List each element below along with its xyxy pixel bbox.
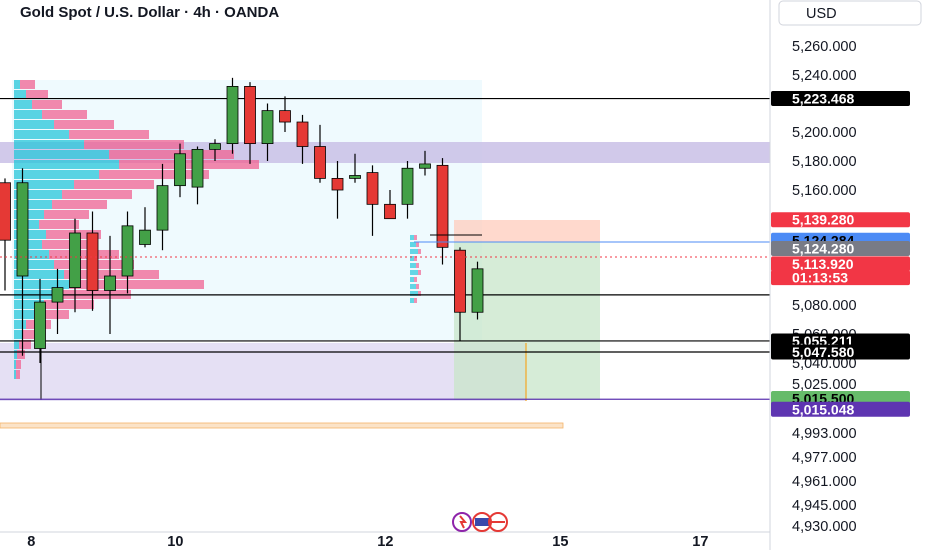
price-badge-label: 5,015.048 [792,401,854,417]
price-badge: 5,047.580 [771,344,910,360]
price-badge-label: 01:13:53 [792,270,848,286]
target-zone [454,242,600,400]
candle [226,77,239,154]
price-badges: 5,223.4685,139.2805,124.2845,124.2805,11… [771,91,910,417]
volume-profile [14,80,421,379]
candle [419,150,431,176]
candle [244,82,256,164]
currency-button[interactable] [778,0,922,26]
y-tick-label: 5,040.000 [792,356,857,372]
candle [471,261,484,320]
candle [384,190,396,220]
candle [454,247,466,342]
candle [16,168,29,356]
trading-broker-logo-icon [452,512,508,532]
price-badge: 5,139.280 [771,212,910,228]
x-tick-label: 8 [27,534,35,550]
demand-zone [0,343,526,401]
candle [279,96,291,132]
y-tick-label: 4,930.000 [792,519,857,535]
candle [331,161,344,219]
price-badge-label: 5,223.468 [792,91,854,107]
candle [314,124,326,183]
candle [51,268,64,334]
y-tick-label: 4,961.000 [792,474,857,490]
y-tick-label: 5,180.000 [792,154,857,170]
candle [209,139,221,161]
candle [436,158,449,265]
price-badge: 01:13:53 [771,270,910,286]
y-tick-label: 4,993.000 [792,426,857,442]
x-tick-label: 12 [377,534,393,550]
candle [139,207,151,248]
y-tick-label: 4,977.000 [792,450,857,466]
price-badge-label: 5,124.280 [792,240,854,256]
candle [191,146,204,205]
x-tick-label: 15 [552,534,568,550]
y-tick-label: 5,160.000 [792,183,857,199]
price-badge-label: 5,113.920 [792,256,854,272]
price-badge: 5,015.048 [771,401,910,417]
candle [296,114,309,164]
candle [121,211,134,294]
candle [261,103,274,161]
price-badge: 5,223.468 [771,91,910,107]
y-tick-label: 5,025.000 [792,377,857,393]
candle [156,163,169,251]
currency-label[interactable]: USD [806,6,837,22]
candle [366,165,379,236]
price-badge-label: 5,139.280 [792,212,854,228]
y-tick-label: 5,240.000 [792,68,857,84]
price-badge: 5,113.920 [771,256,910,272]
x-tick-label: 10 [167,534,183,550]
candle [104,235,116,334]
lower-orange-band [0,422,564,429]
candle [0,178,11,291]
y-tick-label: 4,945.000 [792,498,857,514]
y-tick-label: 5,200.000 [792,125,857,141]
price-badge-label: 5,047.580 [792,344,854,360]
candle [86,211,99,311]
horizontal-lines [0,97,770,400]
y-tick-label: 5,260.000 [792,39,857,55]
candle [349,153,361,183]
candle [34,278,46,363]
x-tick-label: 17 [692,534,708,550]
candle [401,161,414,219]
price-badge: 5,124.280 [771,240,910,256]
y-tick-label: 5,080.000 [792,298,857,314]
candle [174,143,186,198]
time-axis[interactable]: 8 10 12 15 17 [27,534,708,550]
candles [0,77,484,363]
stop-zone [454,220,600,242]
chart-title: Gold Spot / U.S. Dollar · 4h · OANDA [20,4,279,21]
candle [69,218,81,313]
